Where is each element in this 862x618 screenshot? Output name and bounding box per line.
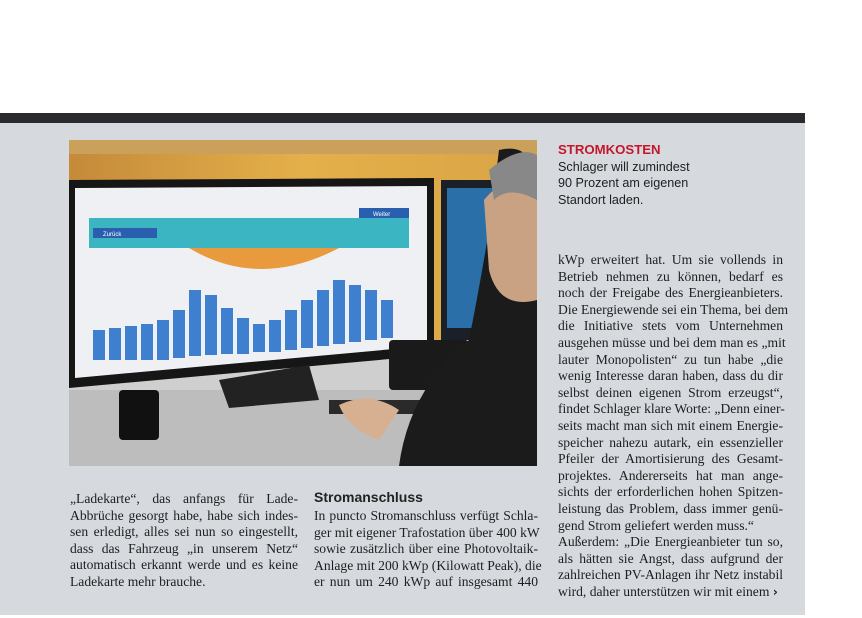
text-line: automatisch erkannt werde und es keine: [70, 557, 298, 573]
article-column-1: „Ladekarte“, das anfangs für Lade- Abbrü…: [70, 491, 298, 591]
caption-line: Schlager will zumindest: [558, 159, 690, 174]
text-line: Abbrüche gesorgt habe, habe sich indes-: [70, 507, 298, 523]
text-line: wenig Interesse daran haben, dass du dir: [558, 368, 783, 384]
text-line: „Ladekarte“, das anfangs für Lade-: [70, 491, 298, 506]
continue-arrow-icon: ›: [772, 584, 778, 599]
text-line: Betrieb nehmen zu können, bedarf es: [558, 268, 783, 284]
text-line: projektes. Andererseits hat man ange-: [558, 467, 783, 483]
text-line: lauter Monopolisten“ zu tun habe „die: [558, 351, 783, 367]
photo-caption: STROMKOSTEN Schlager will zumindest 90 P…: [558, 142, 690, 208]
text-line: leistung das Problem, dass immer genü-: [558, 500, 783, 516]
text-line: seits macht man sich mit einem Energie-: [558, 417, 783, 433]
svg-text:Zurück: Zurück: [103, 232, 122, 238]
text-line: dass das Fahrzeug „in unserem Netz“: [70, 540, 298, 556]
caption-line: 90 Prozent am eigenen: [558, 176, 689, 190]
text-line: sowie zusätzlich über eine Photovoltaik-: [314, 541, 538, 557]
text-line: kWp erweitert hat. Um sie vollends in: [558, 252, 783, 267]
text-line: gend Strom geliefert werden muss.“: [558, 517, 754, 533]
text-line: die Initiative stets vom Unternehmen: [558, 318, 783, 334]
text-line: wird, daher unterstützen wir mit einem ›: [558, 584, 783, 601]
text-line: als hätten sie Angst, dass aufgrund der: [558, 550, 783, 566]
text-line: ger mit eigener Trafostation über 400 kW: [314, 524, 540, 540]
text-line: noch der Freigabe des Energieanbieters.: [558, 285, 783, 301]
text-line: sichts der erforderlichen hohen Spitzen-: [558, 484, 783, 500]
svg-text:Weiter: Weiter: [373, 212, 390, 218]
caption-line: Standort laden.: [558, 192, 644, 207]
article-column-2: In puncto Stromanschluss verfügt Schla- …: [314, 508, 542, 591]
article-column-3: kWp erweitert hat. Um sie vollends in Be…: [558, 252, 789, 601]
text-line: Außerdem: „Die Energieanbieter tun so,: [558, 534, 783, 550]
text-line: er nun um 240 kWp auf insgesamt 440: [314, 574, 538, 590]
text-line: sen erledigt, alles sei nun so eingestel…: [70, 524, 298, 540]
text-line: Ladekarte mehr brauche.: [70, 573, 206, 589]
text-line: Pfeiler der Amortisierung des Gesamt-: [558, 451, 783, 467]
screen-button-back: Zurück: [103, 232, 122, 238]
text-line: In puncto Stromanschluss verfügt Schla-: [314, 508, 538, 523]
text-line: speicher nahezu autark, ein essenzieller: [558, 434, 783, 450]
text-line: Anlage mit 200 kWp (Kilowatt Peak), die: [314, 557, 542, 573]
photo-monitor-energy-dashboard: Zurück Weiter: [69, 140, 537, 466]
text-line-content: wird, daher unterstützen wir mit einem: [558, 583, 770, 599]
screen-button-next: Weiter: [373, 212, 390, 218]
caption-kicker: STROMKOSTEN: [558, 142, 661, 157]
section-heading: Stromanschluss: [314, 489, 423, 505]
text-line: ausgehen müsse und bei dem man es „mit: [558, 334, 786, 350]
text-line: selbst deinen eigenen Strom erzeugst“,: [558, 384, 783, 400]
text-line: findet Schlager klare Worte: „Denn einer…: [558, 401, 785, 417]
text-line: Die Energiewende sei ein Thema, bei dem: [558, 301, 789, 317]
top-rule: [0, 113, 805, 123]
text-line: zahlreichen PV-Anlagen ihr Netz instabil: [558, 567, 783, 583]
